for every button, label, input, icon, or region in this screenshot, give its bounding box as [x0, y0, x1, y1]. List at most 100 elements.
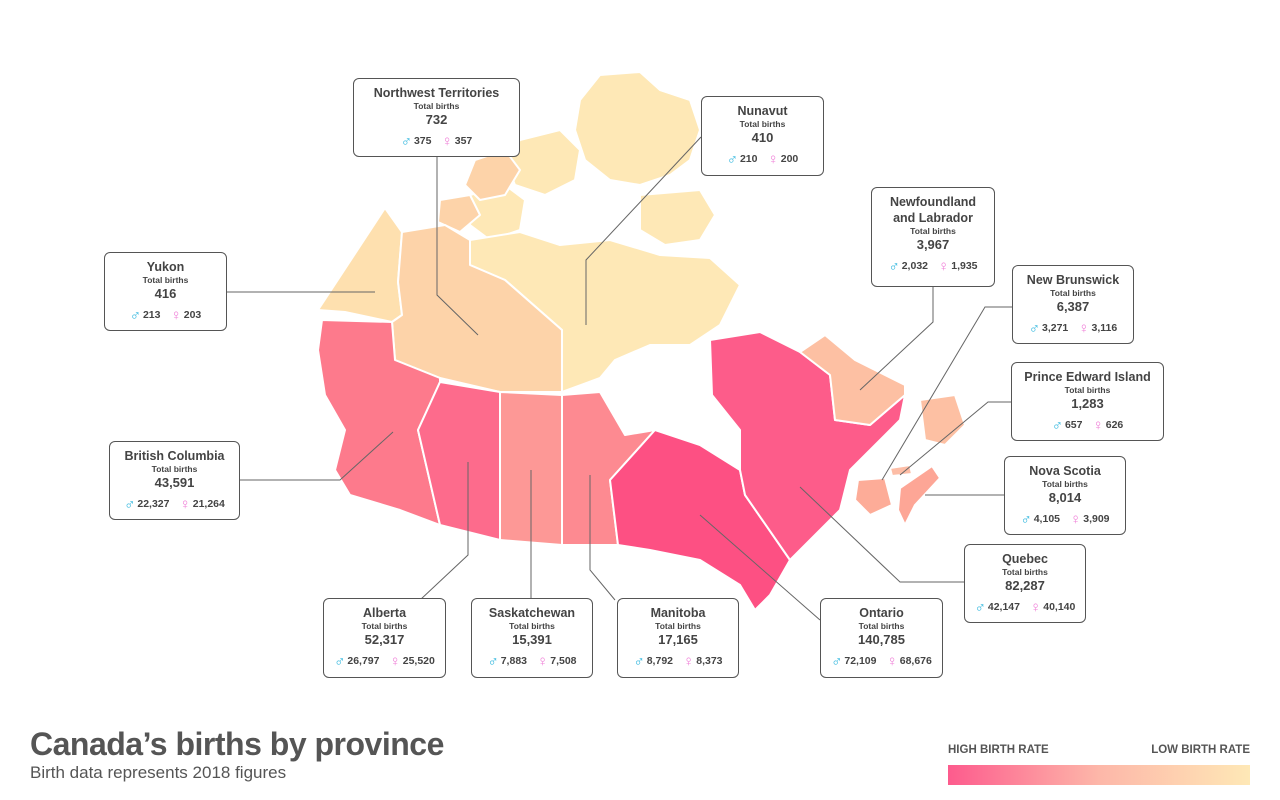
card-newfoundland: Newfoundland and Labrador Total births 3…	[871, 187, 995, 287]
province-name: Yukon	[146, 260, 185, 274]
card-british-columbia: British Columbia Total births 43,591 ♂ 22…	[109, 441, 240, 520]
male-symbol-icon: ♂	[124, 496, 136, 513]
male-symbol-icon: ♂	[633, 653, 645, 670]
female-symbol-icon: ♀	[170, 307, 182, 324]
province-name: Prince Edward Island	[1024, 370, 1151, 384]
province-name: Nunavut	[737, 104, 788, 118]
leader-lines	[227, 136, 1012, 621]
male-births: 3,271	[1042, 322, 1069, 334]
province-name: Ontario	[859, 606, 904, 620]
card-alberta: Alberta Total births 52,317 ♂ 26,797 ♀ 25,…	[323, 598, 446, 678]
total-births-label: Total births	[142, 275, 189, 285]
total-births-value: 15,391	[512, 632, 552, 647]
leader-newfoundland	[859, 287, 934, 391]
female-symbol-icon: ♀	[179, 496, 191, 513]
total-births-value: 140,785	[858, 632, 905, 647]
male-births: 26,797	[347, 655, 380, 667]
province-name: Nova Scotia	[1029, 464, 1101, 478]
male-births: 4,105	[1033, 513, 1060, 525]
province-name: Newfoundland and Labrador	[889, 195, 977, 225]
total-births-value: 43,591	[154, 475, 195, 490]
birth-rate-legend: HIGH BIRTH RATE LOW BIRTH RATE	[948, 744, 1250, 785]
female-births: 68,676	[899, 655, 932, 667]
card-manitoba: Manitoba Total births 17,165 ♂ 8,792 ♀ 8,3…	[617, 598, 739, 678]
female-births: 203	[183, 309, 202, 321]
total-births-value: 52,317	[364, 632, 405, 647]
card-nova-scotia: Nova Scotia Total births 8,014 ♂ 4,105 ♀ 3…	[1004, 456, 1126, 535]
male-symbol-icon: ♂	[1020, 511, 1032, 528]
card-new-brunswick: New Brunswick Total births 6,387 ♂ 3,271 …	[1012, 265, 1134, 344]
total-births-value: 6,387	[1056, 299, 1090, 314]
female-births: 40,140	[1043, 601, 1076, 613]
region-nwt	[391, 224, 563, 393]
leader-nwt	[436, 157, 479, 336]
legend-gradient-bar	[948, 765, 1250, 785]
total-births-label: Total births	[413, 101, 460, 111]
total-births-label: Total births	[1002, 567, 1048, 577]
legend-low-label: LOW BIRTH RATE	[1151, 744, 1250, 756]
region-newfoundland-island	[919, 394, 966, 446]
province-name: Manitoba	[650, 606, 706, 620]
total-births-label: Total births	[1064, 385, 1111, 395]
male-symbol-icon: ♂	[129, 307, 141, 324]
province-name: British Columbia	[124, 449, 225, 463]
male-symbol-icon: ♂	[1028, 320, 1040, 337]
total-births-label: Total births	[858, 621, 905, 631]
leader-quebec	[799, 486, 964, 583]
male-symbol-icon: ♂	[974, 599, 986, 616]
total-births-label: Total births	[655, 621, 701, 631]
male-births: 42,147	[987, 601, 1020, 613]
female-symbol-icon: ♀	[1092, 417, 1104, 434]
male-births: 210	[739, 153, 758, 165]
region-yukon	[317, 207, 403, 323]
card-quebec: Quebec Total births 82,287 ♂ 42,147 ♀ 40,1…	[964, 544, 1086, 623]
male-symbol-icon: ♂	[400, 133, 412, 150]
total-births-value: 732	[425, 112, 448, 127]
region-pei	[889, 464, 913, 477]
leader-pei	[899, 401, 1011, 476]
total-births-label: Total births	[509, 621, 555, 631]
female-births: 3,909	[1083, 513, 1110, 525]
female-symbol-icon: ♀	[938, 258, 950, 275]
female-symbol-icon: ♀	[683, 653, 695, 670]
male-births: 8,792	[646, 655, 673, 667]
total-births-value: 8,014	[1048, 490, 1082, 505]
total-births-value: 17,165	[658, 632, 698, 647]
card-saskatchewan: Saskatchewan Total births 15,391 ♂ 7,883 …	[471, 598, 593, 678]
male-symbol-icon: ♂	[888, 258, 900, 275]
total-births-value: 82,287	[1005, 578, 1045, 593]
male-symbol-icon: ♂	[1051, 417, 1063, 434]
total-births-label: Total births	[1050, 288, 1096, 298]
total-births-label: Total births	[1042, 479, 1088, 489]
male-births: 2,032	[901, 260, 928, 272]
page-subtitle: Birth data represents 2018 figures	[30, 763, 287, 782]
total-births-label: Total births	[910, 226, 956, 236]
card-prince-edward-island: Prince Edward Island Total births 1,283 …	[1011, 362, 1164, 441]
leader-ontario	[699, 514, 821, 621]
total-births-label: Total births	[361, 621, 408, 631]
province-name: Alberta	[362, 606, 407, 620]
total-births-value: 3,967	[916, 237, 950, 252]
total-births-value: 410	[751, 130, 774, 145]
female-symbol-icon: ♀	[1070, 511, 1082, 528]
province-name: Quebec	[1002, 552, 1048, 566]
leader-alberta	[419, 462, 469, 601]
female-births: 25,520	[402, 655, 435, 667]
leader-new-brunswick	[881, 306, 1012, 481]
male-births: 7,883	[500, 655, 527, 667]
female-births: 8,373	[696, 655, 723, 667]
female-births: 626	[1105, 419, 1124, 431]
region-new-brunswick	[854, 477, 893, 516]
page-title: Canada’s births by province	[30, 726, 444, 762]
female-births: 200	[780, 153, 799, 165]
male-births: 22,327	[137, 498, 170, 510]
province-name: Northwest Territories	[373, 86, 500, 100]
title-block: Canada’s births by province Birth data r…	[30, 726, 444, 784]
total-births-value: 416	[154, 286, 177, 301]
region-labrador	[799, 334, 906, 426]
female-symbol-icon: ♀	[389, 653, 401, 670]
province-name: New Brunswick	[1026, 273, 1120, 287]
male-births: 375	[413, 135, 432, 147]
female-symbol-icon: ♀	[886, 653, 898, 670]
